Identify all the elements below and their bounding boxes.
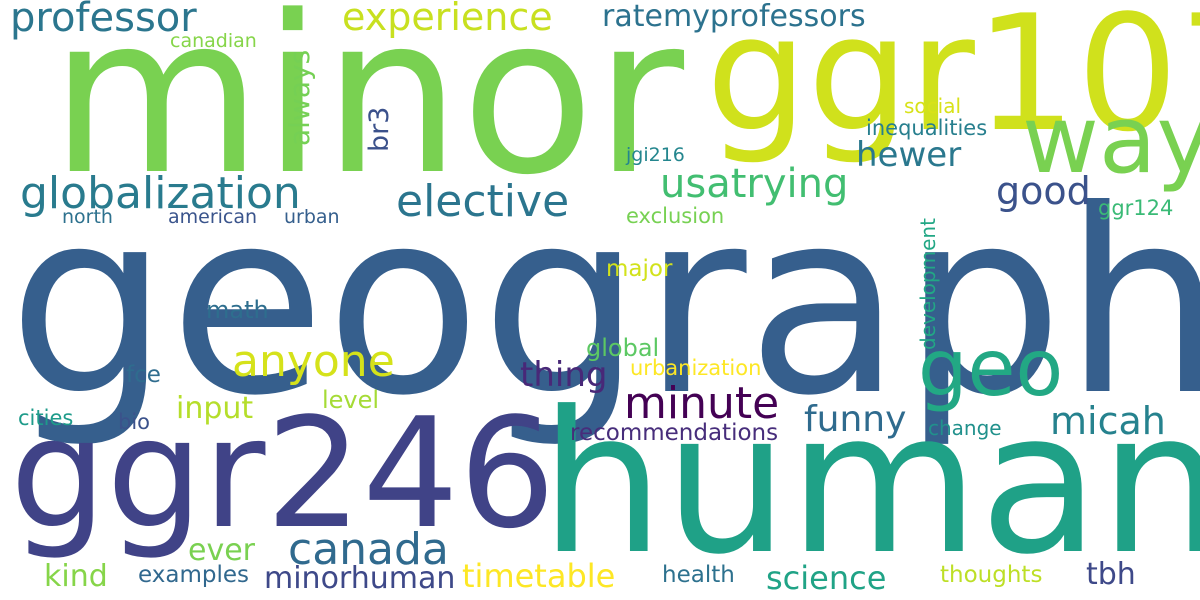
word: thoughts: [940, 562, 1043, 588]
word: bio: [118, 410, 151, 434]
word: br3: [364, 106, 395, 152]
word: human: [540, 370, 1200, 598]
word: math: [206, 296, 269, 324]
word: north: [62, 206, 113, 228]
word: tbh: [1086, 557, 1136, 592]
word: level: [322, 386, 380, 414]
word: inequalities: [866, 116, 988, 140]
word: global: [586, 334, 660, 362]
word: american: [168, 206, 258, 228]
word: way: [1022, 86, 1200, 195]
word: exclusion: [626, 204, 725, 228]
word: social: [904, 94, 962, 118]
word: health: [662, 562, 735, 588]
word: funny: [804, 399, 907, 440]
word: science: [766, 559, 887, 597]
word: change: [928, 416, 1002, 440]
word: major: [606, 256, 673, 282]
word: minor: [50, 0, 685, 223]
word: geography: [8, 155, 1200, 451]
word: geo: [918, 324, 1064, 414]
word: cities: [18, 406, 74, 430]
word: minute: [624, 378, 780, 429]
word: canadian: [170, 30, 257, 52]
word: timetable: [462, 557, 616, 595]
word: ever: [188, 533, 256, 568]
word: good: [996, 169, 1091, 213]
word: fce: [126, 362, 161, 388]
word: ggr124: [1098, 196, 1174, 220]
word: urbanization: [630, 356, 762, 380]
word: input: [176, 391, 254, 426]
word: always: [283, 49, 316, 146]
word: ratemyprofessors: [602, 0, 866, 34]
word: canada: [288, 524, 449, 575]
word: minorhuman: [264, 561, 456, 596]
word: professor: [10, 0, 197, 41]
word: experience: [342, 0, 553, 39]
word: examples: [138, 562, 249, 588]
word: elective: [396, 176, 570, 227]
word: jgi216: [626, 144, 685, 166]
word: anyone: [232, 336, 395, 387]
word: hewer: [856, 135, 962, 175]
word: usatrying: [660, 161, 849, 207]
word: recommendations: [570, 420, 779, 446]
word: thing: [520, 355, 608, 395]
word: development: [916, 218, 940, 350]
word: ggr107: [706, 0, 1200, 167]
word: micah: [1050, 399, 1166, 443]
word: globalization: [20, 168, 301, 219]
word: ggr246: [10, 385, 556, 562]
word: urban: [284, 206, 340, 228]
word: kind: [44, 559, 108, 594]
